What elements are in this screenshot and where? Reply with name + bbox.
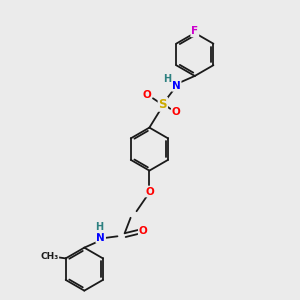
Text: S: S (159, 98, 167, 111)
Text: H: H (95, 222, 103, 232)
Text: F: F (191, 26, 198, 37)
Text: N: N (172, 81, 181, 91)
Text: H: H (163, 74, 171, 84)
Text: CH₃: CH₃ (40, 252, 58, 261)
Text: O: O (139, 226, 148, 236)
Text: O: O (172, 107, 181, 117)
Text: O: O (145, 187, 154, 196)
Text: N: N (96, 233, 105, 243)
Text: O: O (142, 90, 151, 100)
